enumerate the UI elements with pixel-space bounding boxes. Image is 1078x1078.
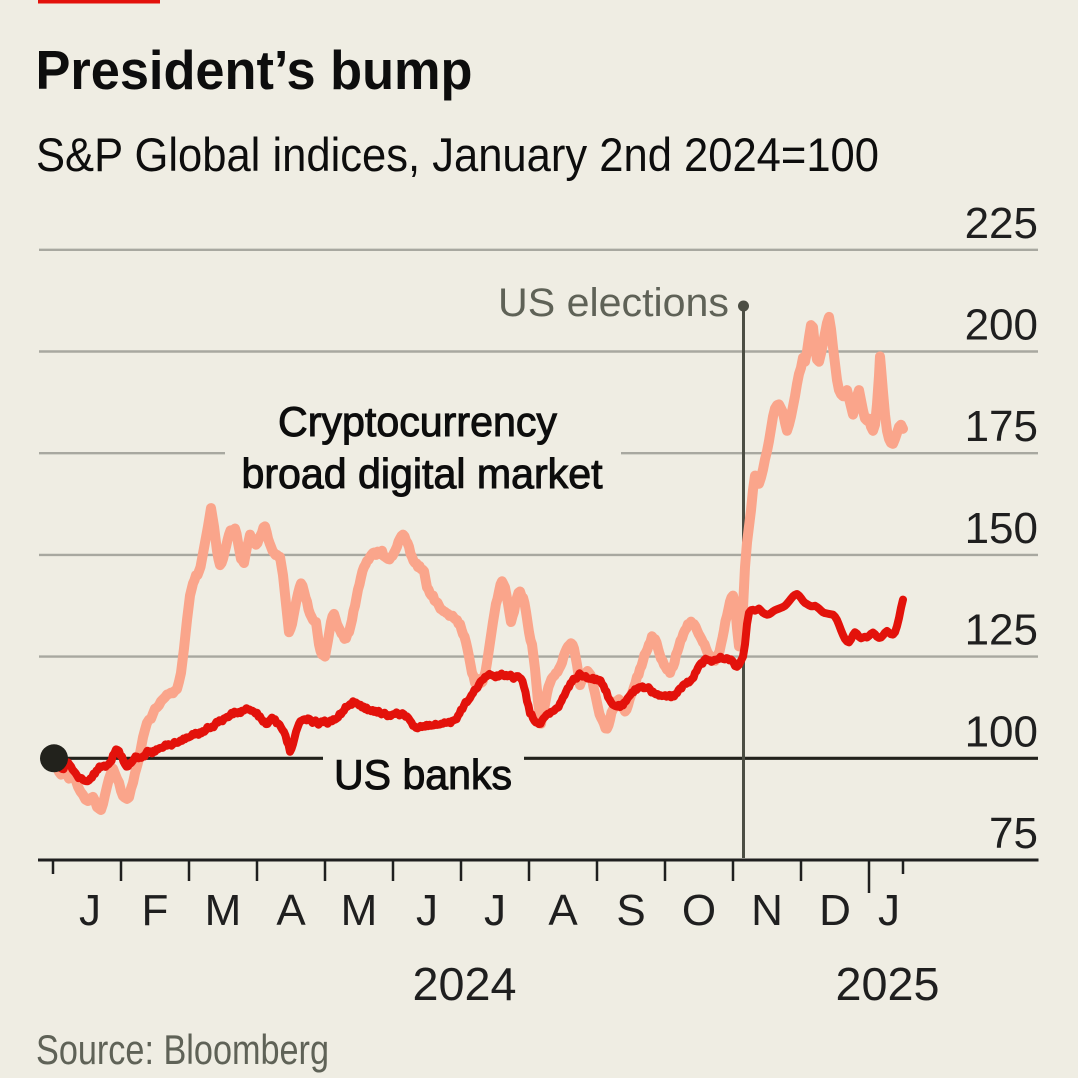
- svg-text:US banks: US banks: [334, 751, 512, 798]
- svg-text:125: 125: [965, 606, 1038, 655]
- svg-text:D: D: [819, 886, 851, 935]
- svg-text:A: A: [276, 886, 306, 935]
- svg-text:Cryptocurrency: Cryptocurrency: [278, 398, 557, 445]
- svg-text:J: J: [416, 886, 438, 935]
- svg-text:J: J: [79, 886, 101, 935]
- svg-text:M: M: [205, 886, 242, 935]
- svg-text:S&P Global indices, January 2n: S&P Global indices, January 2nd 2024=100: [36, 128, 879, 181]
- svg-text:F: F: [142, 886, 169, 935]
- svg-text:100: 100: [965, 707, 1038, 756]
- svg-text:J: J: [484, 886, 506, 935]
- svg-text:2025: 2025: [836, 958, 940, 1010]
- svg-text:S: S: [616, 886, 645, 935]
- svg-text:J: J: [878, 886, 900, 935]
- svg-text:broad digital market: broad digital market: [242, 450, 603, 497]
- svg-text:175: 175: [965, 402, 1038, 451]
- svg-text:President’s bump: President’s bump: [36, 39, 473, 101]
- svg-text:Source: Bloomberg: Source: Bloomberg: [36, 1026, 329, 1073]
- svg-text:200: 200: [965, 301, 1038, 350]
- svg-text:M: M: [341, 886, 378, 935]
- svg-text:O: O: [682, 886, 716, 935]
- svg-text:225: 225: [965, 199, 1038, 248]
- svg-text:2024: 2024: [413, 958, 517, 1010]
- svg-text:A: A: [548, 886, 578, 935]
- svg-text:75: 75: [989, 809, 1038, 858]
- svg-text:150: 150: [965, 504, 1038, 553]
- svg-text:US elections: US elections: [498, 281, 729, 325]
- svg-text:N: N: [751, 886, 783, 935]
